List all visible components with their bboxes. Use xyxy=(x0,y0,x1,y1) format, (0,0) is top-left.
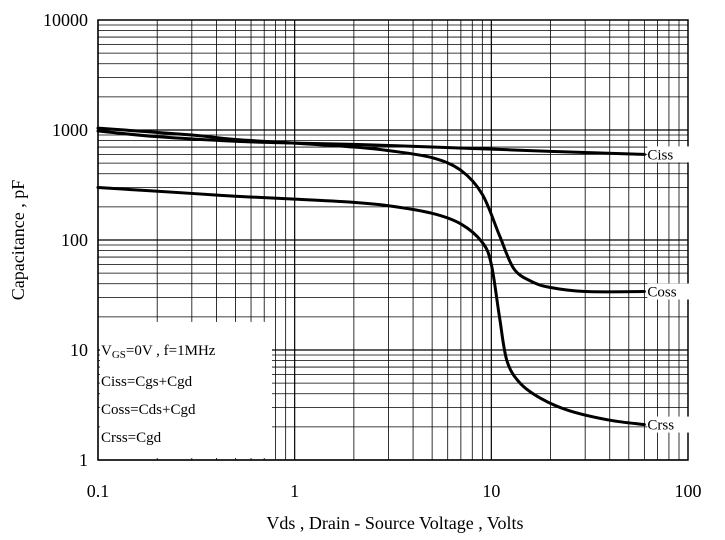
y-tick-label: 100 xyxy=(61,230,88,250)
tick-labels: 0.1 1 10 100 1 10 100 1000 10000 xyxy=(43,10,702,501)
series-line-crss xyxy=(96,186,646,427)
condition-vgs-sub: GS xyxy=(112,349,126,361)
series-label-crss: Crss xyxy=(647,418,674,434)
grid-lines xyxy=(97,20,688,461)
conditions-box: VGS=0V , f=1MHz Ciss=Cgs+Cgd Coss=Cds+Cg… xyxy=(100,321,272,458)
condition-vgs: VGS=0V , f=1MHz xyxy=(101,343,216,361)
x-axis-label: Vds , Drain - Source Voltage , Volts xyxy=(266,513,523,533)
series-label-ciss: Ciss xyxy=(647,147,673,163)
condition-vgs-main: V xyxy=(101,343,112,359)
x-tick-label: 0.1 xyxy=(87,481,110,501)
condition-vgs-rest: =0V , f=1MHz xyxy=(126,343,216,359)
y-tick-label: 1000 xyxy=(52,120,88,140)
series-labels: Ciss Coss Crss xyxy=(647,146,689,434)
y-axis-label: Capacitance , pF xyxy=(8,180,28,300)
series-line-ciss xyxy=(96,129,646,156)
condition-coss: Coss=Cds+Cgd xyxy=(101,402,196,418)
series-label-bg-coss xyxy=(647,283,689,300)
series-label-bg-crss xyxy=(647,416,689,433)
x-tick-label: 100 xyxy=(675,481,702,501)
condition-crss: Crss=Cgd xyxy=(101,430,162,446)
plot-frame xyxy=(97,19,689,461)
series-label-bg-ciss xyxy=(647,146,689,163)
x-tick-label: 1 xyxy=(290,481,299,501)
y-tick-label: 1 xyxy=(79,450,88,470)
x-tick-label: 10 xyxy=(482,481,500,501)
series-line-coss xyxy=(96,126,646,294)
y-tick-label: 10 xyxy=(70,340,88,360)
y-tick-label: 10000 xyxy=(43,10,88,30)
series-lines xyxy=(96,126,646,427)
conditions-background xyxy=(100,321,272,458)
series-label-coss: Coss xyxy=(647,285,676,301)
condition-ciss: Ciss=Cgs+Cgd xyxy=(101,374,193,390)
